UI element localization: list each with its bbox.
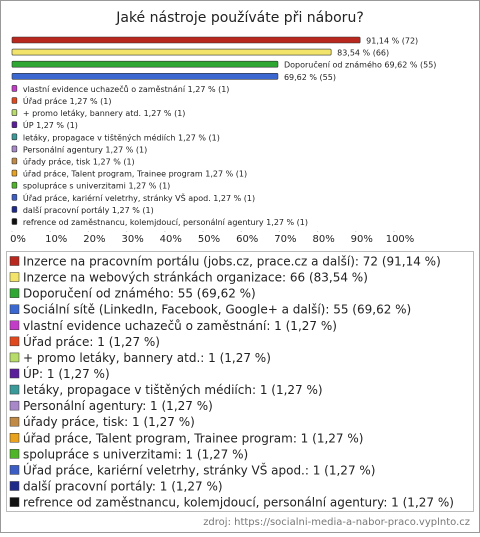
bar: [11, 109, 18, 116]
legend-swatch: [9, 336, 20, 347]
legend-label: úřad práce, Talent program, Trainee prog…: [23, 431, 363, 445]
legend-swatch: [9, 481, 20, 491]
legend-swatch: [9, 256, 20, 266]
bar: [11, 36, 361, 44]
bar: [11, 145, 18, 153]
value-label: 91,14 % (72): [366, 37, 418, 46]
legend-label: vlastní evidence uchazečů o zaměstnání: …: [23, 319, 337, 333]
value-label: úřady práce, tisk 1,27 % (1): [23, 158, 135, 167]
value-label: refrence od zaměstnancu, kolemjdoucí, pe…: [23, 218, 308, 227]
x-tick-label: 80%: [312, 234, 334, 245]
value-label: úřad práce, Talent program, Trainee prog…: [23, 170, 247, 179]
bar: [11, 133, 18, 141]
value-label: + promo letáky, bannery atd. 1,27 % (1): [23, 109, 186, 118]
legend-swatch: [9, 272, 20, 282]
x-tick-label: 40%: [160, 234, 182, 245]
bar: [11, 73, 279, 80]
legend-swatch: [9, 320, 20, 331]
x-tick-label: 60%: [236, 234, 258, 245]
x-tick-label: 20%: [83, 234, 105, 245]
value-label: Personální agentury 1,27 % (1): [23, 145, 147, 154]
legend-label: Sociální sítě (LinkedIn, Facebook, Googl…: [23, 303, 411, 317]
bar: [11, 48, 332, 56]
legend-label: Doporučení od známého: 55 (69,62 %): [23, 287, 256, 301]
legend-label: další pracovní portály: 1 (1,27 %): [23, 479, 223, 493]
x-tick-label: 0%: [10, 234, 26, 245]
value-label: Doporučení od známého 69,62 % (55): [284, 60, 436, 70]
x-tick-label: 30%: [121, 234, 143, 245]
value-label: 69,62 % (55): [284, 73, 336, 82]
legend-label: Personální agentury: 1 (1,27 %): [23, 399, 213, 413]
bar: [11, 169, 18, 177]
value-label: vlastní evidence uchazečů o zaměstnání 1…: [23, 84, 230, 94]
value-label: spolupráce s univerzitami 1,27 % (1): [23, 182, 170, 191]
value-label: ÚP 1,27 % (1): [23, 119, 78, 130]
chart-title: Jaké nástroje používáte při náboru?: [115, 10, 364, 26]
x-tick-label: 50%: [198, 234, 220, 245]
legend-box: [6, 251, 474, 512]
bar: [11, 97, 18, 104]
legend-label: Úřad práce, kariérní veletrhy, stránky V…: [23, 462, 375, 477]
value-label: Úřad práce, kariérní veletrhy, stránky V…: [23, 192, 255, 203]
x-tick-label: 100%: [386, 234, 415, 245]
x-tick-label: 70%: [274, 234, 296, 245]
bar: [11, 85, 18, 92]
bar: [11, 60, 279, 68]
legend-label: letáky, propagace v tištěných médiích: 1…: [23, 383, 323, 397]
value-label: další pracovní portály 1,27 % (1): [23, 205, 154, 215]
legend-label: Úřad práce: 1 (1,27 %): [23, 334, 160, 349]
legend-label: ÚP: 1 (1,27 %): [23, 366, 110, 381]
legend-label: úřady práce, tisk: 1 (1,27 %): [23, 415, 195, 429]
source: zdroj: https://socialni-media-a-nabor-pr…: [203, 517, 470, 528]
bar: [11, 194, 18, 201]
legend-swatch: [9, 288, 20, 298]
legend-label: spolupráce s univerzitami: 1 (1,27 %): [23, 447, 248, 461]
legend-swatch: [9, 465, 20, 475]
x-tick-label: 90%: [351, 234, 373, 245]
legend-label: Inzerce na webových stránkách organizace…: [23, 271, 368, 285]
legend-swatch: [9, 497, 20, 507]
value-label: letáky, propagace v tištěných médiích 1,…: [23, 132, 220, 142]
legend-label: + promo letáky, bannery atd.: 1 (1,27 %): [23, 351, 271, 365]
legend-label: refrence od zaměstnancu, kolemjdoucí, pe…: [23, 496, 454, 510]
bar: [11, 121, 18, 128]
legend-swatch: [9, 400, 20, 411]
value-label: Úřad práce 1,27 % (1): [23, 95, 112, 106]
legend-swatch: [9, 416, 20, 427]
legend-swatch: [9, 352, 20, 363]
bar: [11, 206, 18, 213]
x-tick-label: 10%: [45, 234, 67, 245]
legend-swatch: [9, 304, 20, 314]
bar: [11, 157, 18, 165]
legend-swatch: [9, 449, 20, 459]
legend-swatch: [9, 384, 20, 395]
legend-swatch: [9, 368, 20, 379]
legend-label: Inzerce na pracovním portálu (jobs.cz, p…: [23, 255, 441, 269]
legend-swatch: [9, 433, 20, 443]
bar: [11, 218, 18, 225]
bar: [11, 181, 18, 189]
value-label: 83,54 % (66): [337, 49, 389, 58]
